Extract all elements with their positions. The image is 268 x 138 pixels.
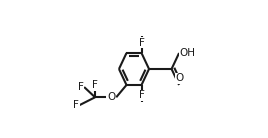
- Text: O: O: [176, 73, 184, 83]
- Text: F: F: [77, 82, 83, 92]
- Text: F: F: [73, 100, 79, 110]
- Text: OH: OH: [180, 48, 196, 58]
- Text: F: F: [92, 80, 98, 90]
- Text: F: F: [139, 38, 144, 48]
- Text: O: O: [107, 92, 115, 102]
- Text: F: F: [139, 90, 144, 100]
